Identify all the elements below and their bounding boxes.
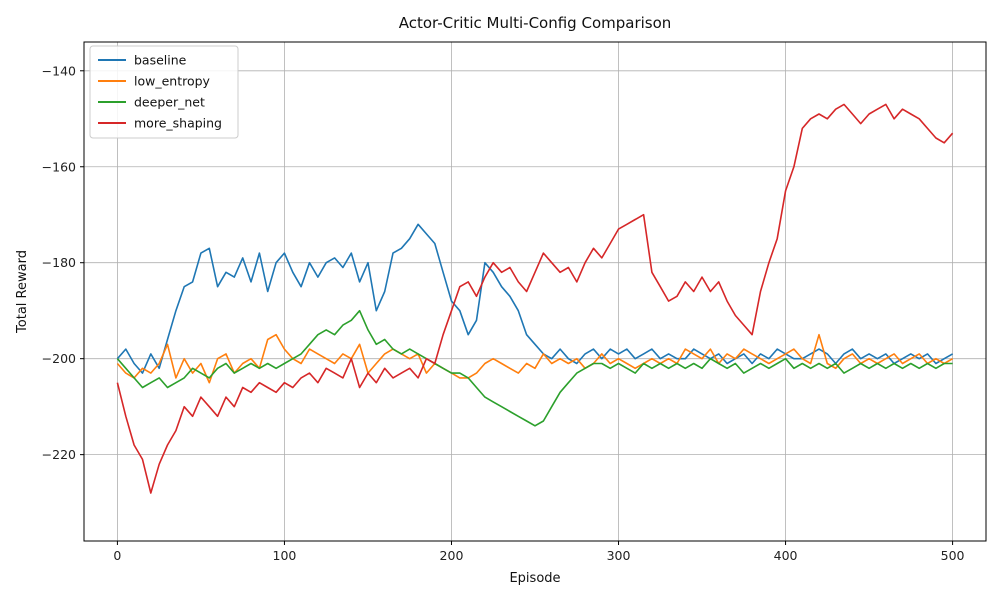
grid-lines xyxy=(84,42,986,541)
legend-box xyxy=(89,45,239,139)
y-tick-label: −160 xyxy=(42,159,76,174)
y-tick-label: −220 xyxy=(42,447,76,462)
x-tick-label: 500 xyxy=(941,548,965,563)
legend-label: baseline xyxy=(134,53,187,68)
legend-label: more_shaping xyxy=(134,116,222,131)
y-axis-label: Total Reward xyxy=(15,250,30,334)
legend: baseline low_entropy deeper_net more_shapin… xyxy=(89,45,239,139)
x-axis-label: Episode xyxy=(509,571,560,586)
series-lines xyxy=(116,103,954,494)
x-tick-label: 200 xyxy=(440,548,464,563)
legend-label: deeper_net xyxy=(134,95,205,110)
x-tick-label: 300 xyxy=(607,548,631,563)
axis-ticks: 0 100 200 300 400 500 −220 −200 −180 −160 −140 xyxy=(42,63,965,563)
x-tick-label: 100 xyxy=(273,548,297,563)
series-line-deeper-net xyxy=(116,309,953,427)
x-tick-label: 0 xyxy=(113,548,121,563)
chart-title: Actor-Critic Multi-Config Comparison xyxy=(399,14,672,32)
plot-area-frame xyxy=(83,41,987,542)
y-tick-label: −180 xyxy=(42,255,76,270)
legend-label: low_entropy xyxy=(134,74,211,89)
x-tick-label: 400 xyxy=(774,548,798,563)
y-tick-label: −140 xyxy=(42,63,76,78)
series-line-low-entropy xyxy=(116,333,953,384)
series-line-more-shaping xyxy=(116,103,954,494)
y-tick-label: −200 xyxy=(42,351,76,366)
